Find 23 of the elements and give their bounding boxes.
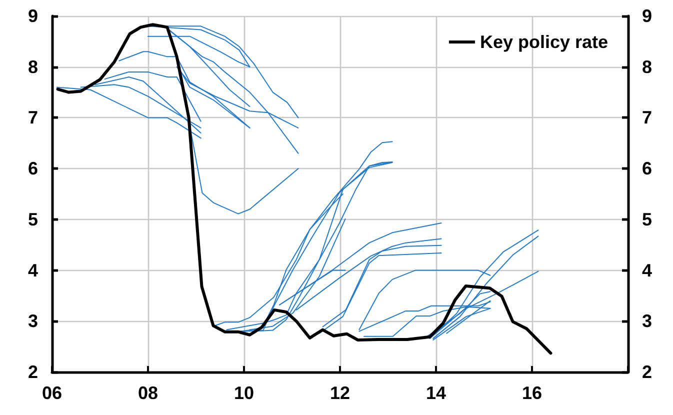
x-tick-label: 06 <box>42 383 62 403</box>
y2-tick-label: 9 <box>642 6 652 26</box>
y-tick-label: 9 <box>28 6 38 26</box>
x-tick-label: 14 <box>426 383 446 403</box>
y-tick-label: 8 <box>28 56 38 77</box>
y-tick-label: 5 <box>28 209 38 230</box>
y-tick-label: 6 <box>28 158 38 179</box>
y2-tick-label: 8 <box>642 56 652 77</box>
y2-tick-label: 7 <box>642 108 652 128</box>
y2-tick-label: 5 <box>642 209 652 230</box>
x-tick-label: 16 <box>522 383 542 403</box>
y2-tick-label: 3 <box>642 311 652 332</box>
legend-label: Key policy rate <box>480 32 608 52</box>
x-tick-label: 12 <box>330 383 350 403</box>
y-tick-label: 7 <box>28 108 38 128</box>
y-tick-label: 3 <box>28 311 38 332</box>
y2-tick-label: 2 <box>642 362 652 382</box>
y2-tick-label: 6 <box>642 158 652 179</box>
y-tick-label: 2 <box>28 362 38 382</box>
x-tick-label: 08 <box>138 383 158 403</box>
y2-tick-label: 4 <box>642 260 652 280</box>
y-tick-label: 4 <box>28 260 38 280</box>
x-tick-label: 10 <box>234 383 254 403</box>
